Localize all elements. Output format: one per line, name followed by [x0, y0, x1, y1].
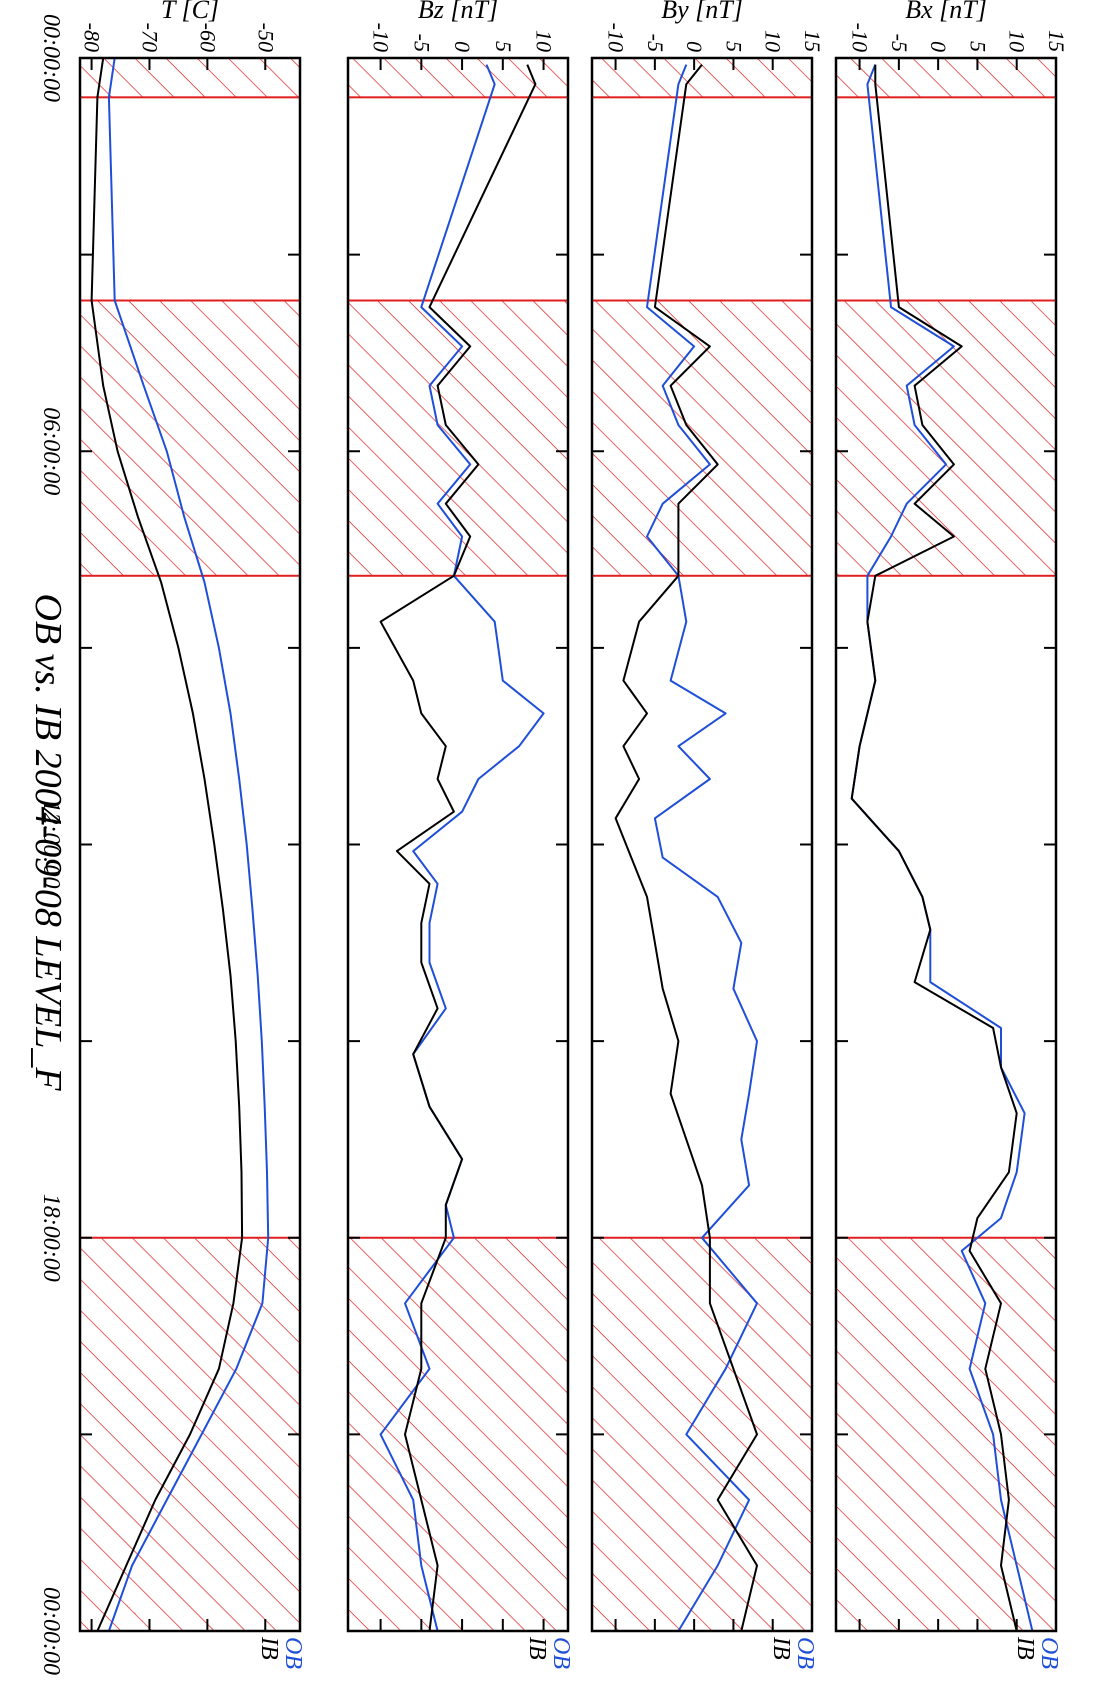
series-ib-line [90, 57, 244, 1632]
y-axis-label: By [nT] [661, 0, 743, 24]
x-tick-label: 00:00:00 [38, 1587, 64, 1675]
y-tick-label: -60 [195, 23, 220, 52]
y-tick-label: -10 [604, 23, 629, 52]
series-ib-line [850, 64, 1018, 1632]
y-axis-label: Bz [nT] [418, 0, 498, 24]
y-tick-label: 0 [450, 41, 475, 52]
legend-ib: IB [768, 1636, 794, 1660]
series-ob-line [379, 64, 545, 1632]
series-ib-line [614, 63, 758, 1632]
legend-ib: IB [524, 1636, 550, 1660]
series-ob-line [107, 57, 270, 1632]
series-ib-line [379, 64, 537, 1632]
hatched-interval [591, 1236, 813, 1632]
y-tick-label: -10 [369, 23, 394, 52]
legend-ib: IB [1012, 1636, 1038, 1660]
legend-ob: OB [792, 1637, 818, 1669]
hatched-interval [591, 57, 813, 99]
x-tick-label: 12:00:00 [38, 801, 64, 889]
y-axis-label: Bx [nT] [905, 0, 987, 24]
x-tick-label: 06:00:00 [38, 407, 64, 495]
y-tick-label: -5 [887, 34, 912, 52]
y-tick-label: 5 [491, 41, 516, 52]
y-tick-label: -10 [848, 23, 873, 52]
hatched-interval [835, 1236, 1057, 1632]
y-tick-label: -5 [409, 34, 434, 52]
y-tick-label: 10 [761, 30, 786, 52]
legend-ob: OB [1036, 1637, 1062, 1669]
legend-ib: IB [256, 1636, 282, 1660]
y-tick-label: 15 [800, 30, 825, 52]
x-tick-label: 18:00:00 [38, 1194, 64, 1282]
y-tick-label: 10 [532, 30, 557, 52]
chart-title: OB vs. IB 2004-09-08 LEVEL_F [27, 593, 69, 1091]
y-axis-label: T [C] [161, 0, 219, 24]
y-tick-label: 0 [926, 41, 951, 52]
legend-ob: OB [548, 1637, 574, 1669]
y-tick-label: 5 [721, 41, 746, 52]
x-tick-label: 00:00:00 [38, 14, 64, 102]
y-tick-label: -80 [80, 23, 105, 52]
y-tick-label: -70 [137, 23, 162, 52]
y-tick-label: 15 [1044, 30, 1069, 52]
y-tick-label: 10 [1005, 30, 1030, 52]
y-tick-label: 5 [965, 41, 990, 52]
y-tick-label: -50 [253, 23, 278, 52]
legend-ob: OB [280, 1637, 306, 1669]
series-ob-line [646, 64, 758, 1632]
y-tick-label: -5 [643, 34, 668, 52]
y-tick-label: 0 [682, 41, 707, 52]
